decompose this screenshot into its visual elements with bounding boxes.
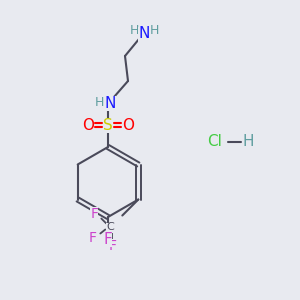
Text: Cl: Cl xyxy=(208,134,222,149)
Text: F: F xyxy=(90,206,98,220)
Text: S: S xyxy=(103,118,113,133)
Text: N: N xyxy=(104,95,116,110)
Text: H: H xyxy=(149,25,159,38)
Text: O: O xyxy=(82,118,94,133)
Text: F: F xyxy=(108,238,116,253)
Text: C: C xyxy=(106,223,114,232)
Text: H: H xyxy=(129,25,139,38)
Text: H: H xyxy=(242,134,254,149)
Text: F: F xyxy=(103,232,112,247)
Text: F: F xyxy=(88,230,96,244)
Text: O: O xyxy=(122,118,134,133)
Text: N: N xyxy=(138,26,150,41)
Text: H: H xyxy=(94,95,104,109)
